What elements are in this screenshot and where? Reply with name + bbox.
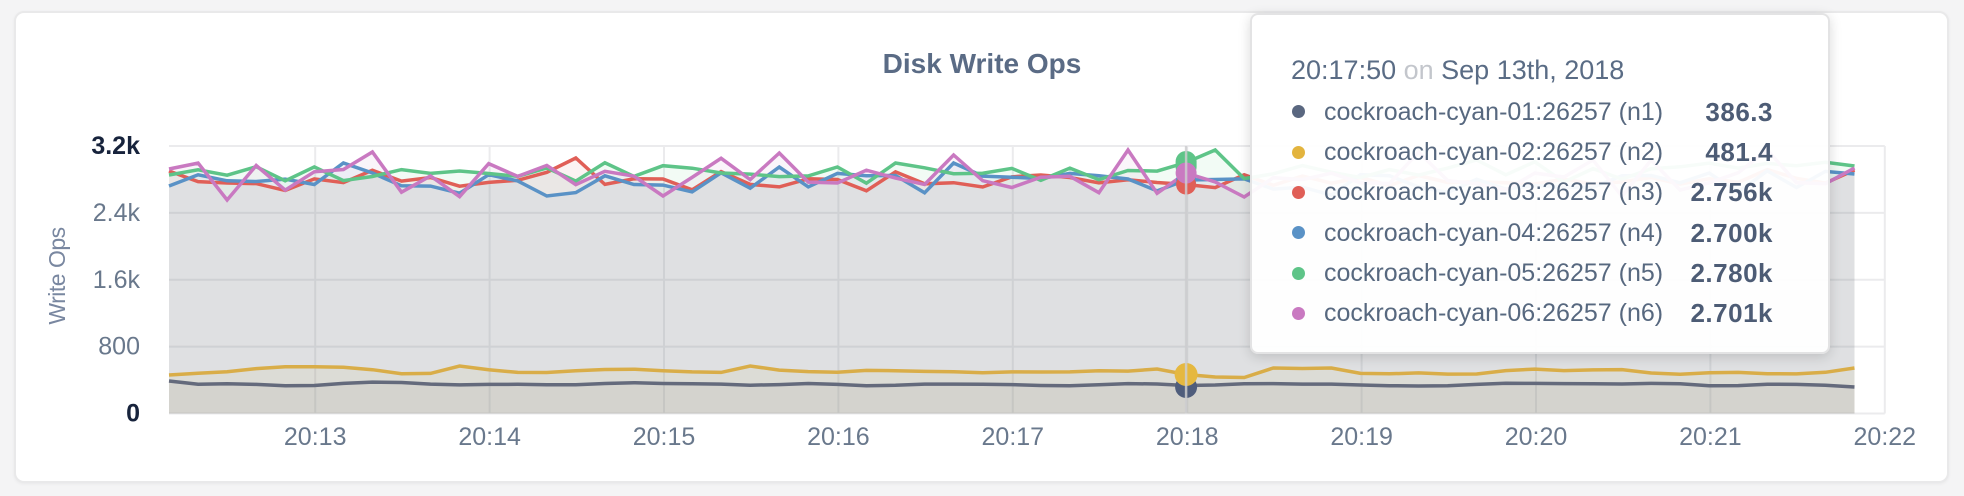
svg-text:20:18: 20:18	[1156, 423, 1219, 451]
svg-text:20:15: 20:15	[633, 423, 696, 451]
svg-text:20:13: 20:13	[284, 423, 347, 451]
svg-text:Write Ops: Write Ops	[44, 227, 70, 324]
svg-text:800: 800	[98, 333, 140, 361]
svg-text:0: 0	[126, 400, 140, 428]
svg-text:1.6k: 1.6k	[93, 266, 141, 294]
svg-text:20:14: 20:14	[458, 423, 521, 451]
svg-text:20:17: 20:17	[982, 423, 1045, 451]
svg-text:20:19: 20:19	[1330, 423, 1393, 451]
svg-text:20:21: 20:21	[1679, 423, 1742, 451]
svg-text:20:20: 20:20	[1505, 423, 1568, 451]
svg-text:3.2k: 3.2k	[91, 132, 140, 160]
svg-text:20:22: 20:22	[1854, 423, 1917, 451]
svg-text:20:16: 20:16	[807, 423, 870, 451]
svg-text:2.4k: 2.4k	[93, 199, 141, 227]
